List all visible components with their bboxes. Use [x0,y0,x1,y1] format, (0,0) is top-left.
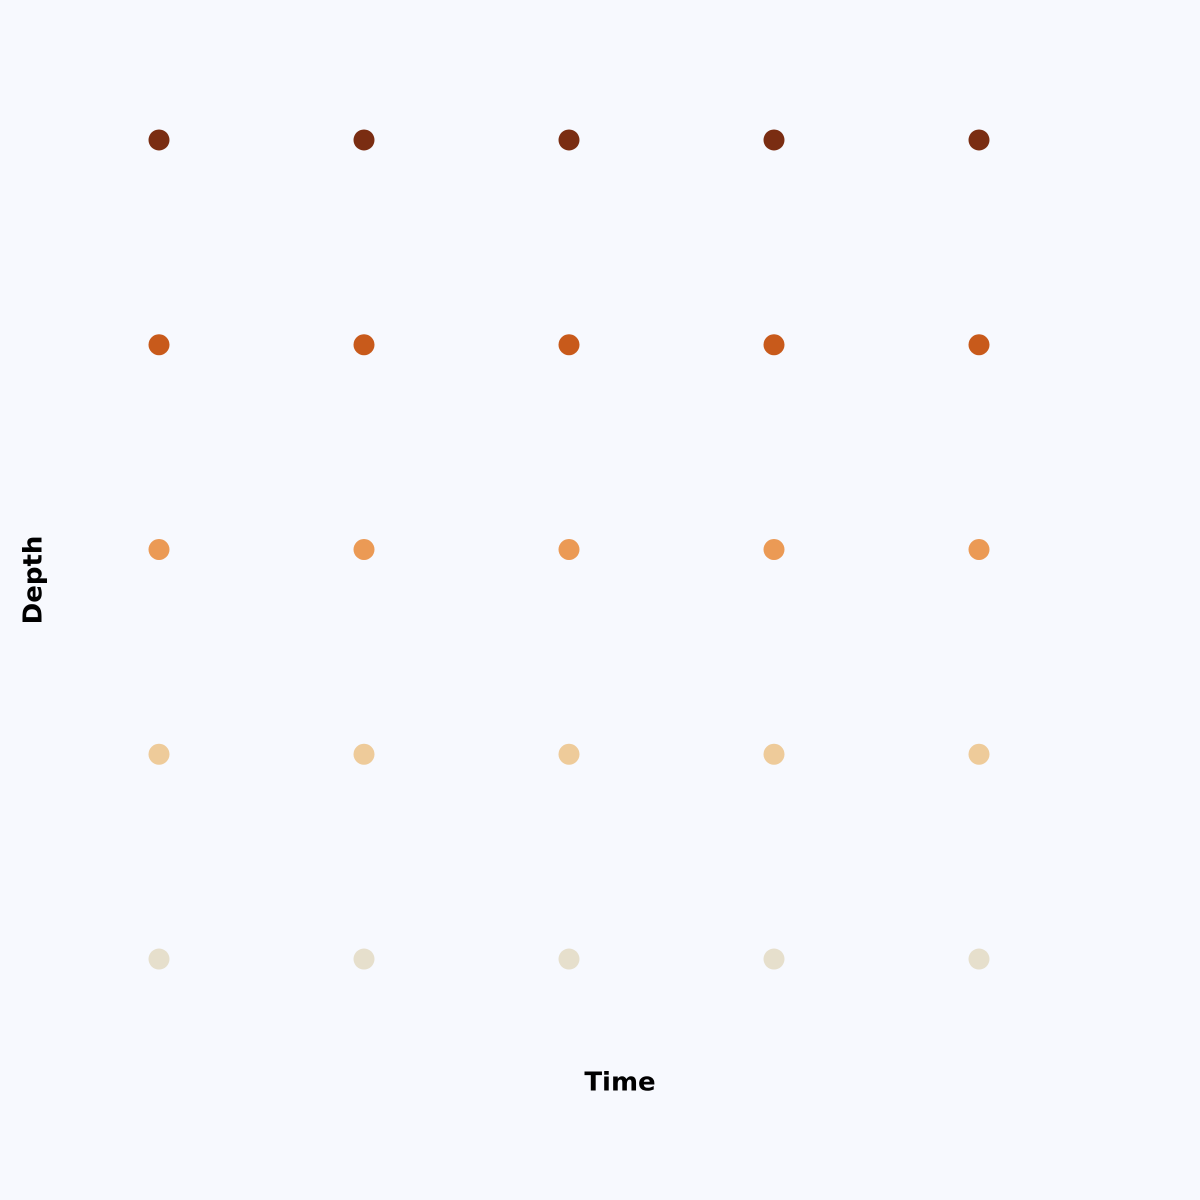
dot [353,743,375,765]
dot [558,539,580,560]
dot [968,948,990,970]
dot [763,948,785,970]
dot [353,948,375,970]
dot [148,539,170,560]
dot [968,129,990,151]
dot [763,334,785,356]
dot [968,539,990,560]
dot [353,334,375,356]
dot [558,743,580,765]
dot [558,334,580,356]
dot [763,539,785,560]
dot [148,334,170,356]
dot [763,129,785,151]
dot [148,129,170,151]
dot [148,948,170,970]
dot [968,334,990,356]
dot [968,743,990,765]
dot [558,948,580,970]
dot [148,743,170,765]
x-axis-label: Time [584,1068,655,1098]
dot [558,129,580,151]
dot [763,743,785,765]
dot [353,539,375,560]
dot [353,129,375,151]
y-axis-label: Depth [19,536,49,625]
